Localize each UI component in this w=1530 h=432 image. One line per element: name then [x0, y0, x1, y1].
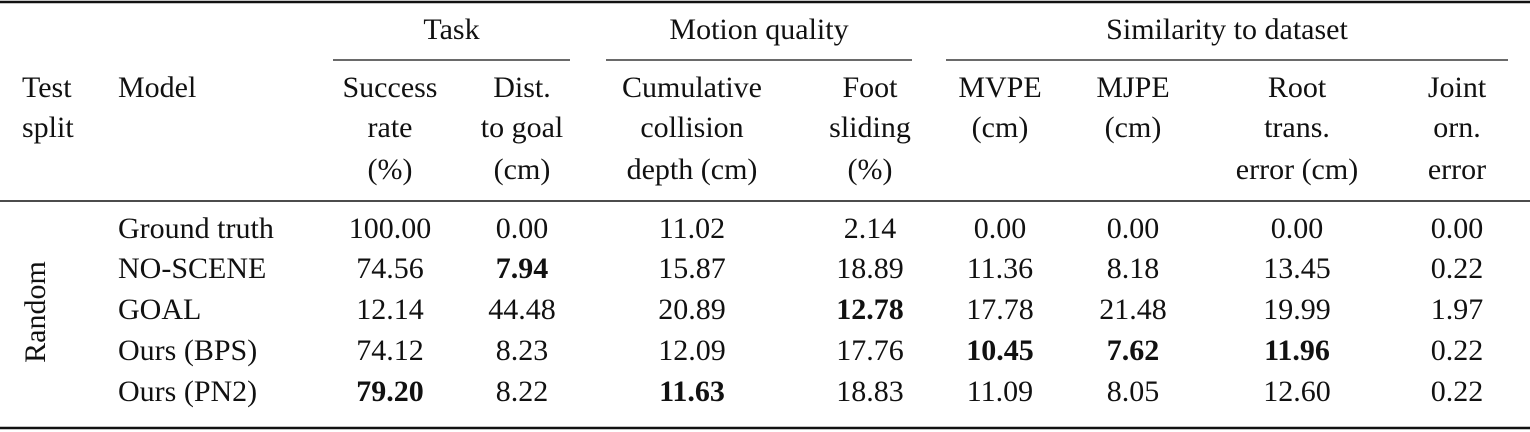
cell: 0.00 — [1431, 212, 1484, 245]
column-header: Model — [118, 71, 196, 104]
cell: 19.99 — [1263, 293, 1331, 326]
cell: 17.76 — [836, 334, 904, 367]
column-header: Joint — [1428, 71, 1487, 104]
column-header: Success — [343, 71, 438, 104]
cell: 0.00 — [496, 212, 549, 245]
cell: 0.00 — [1107, 212, 1160, 245]
column-header: (cm) — [1105, 111, 1162, 144]
model-name: GOAL — [118, 293, 201, 326]
column-header: to goal — [481, 111, 564, 144]
group-header: Task — [423, 13, 479, 46]
cell: 11.36 — [967, 252, 1033, 285]
cell: 12.60 — [1263, 375, 1331, 408]
cell: 21.48 — [1099, 293, 1167, 326]
column-header: (cm) — [494, 153, 551, 186]
column-header: Dist. — [493, 71, 551, 104]
cell: 18.89 — [836, 252, 904, 285]
column-header: trans. — [1264, 111, 1330, 144]
column-header: orn. — [1433, 111, 1481, 144]
cell: 0.00 — [1271, 212, 1324, 245]
cell: 12.09 — [658, 334, 726, 367]
cell: 18.83 — [836, 375, 904, 408]
cell: 0.00 — [974, 212, 1027, 245]
cell: 13.45 — [1263, 252, 1331, 285]
cell: 10.45 — [966, 334, 1034, 367]
cell: 7.62 — [1107, 334, 1160, 367]
cell: 8.23 — [496, 334, 549, 367]
cell: 74.56 — [356, 252, 424, 285]
group-header: Similarity to dataset — [1106, 13, 1348, 46]
column-header: (%) — [368, 153, 413, 186]
column-header: MVPE — [958, 71, 1041, 104]
model-name: NO-SCENE — [118, 252, 266, 285]
cell: 11.02 — [659, 212, 725, 245]
column-header: Foot — [842, 71, 898, 104]
column-header: sliding — [829, 111, 911, 144]
column-header: depth (cm) — [627, 153, 758, 186]
column-header: Root — [1268, 71, 1327, 104]
column-header: MJPE — [1096, 71, 1169, 104]
cell: 74.12 — [356, 334, 424, 367]
column-header: (cm) — [972, 111, 1029, 144]
cell: 15.87 — [658, 252, 726, 285]
cell: 100.00 — [349, 212, 432, 245]
cell: 17.78 — [966, 293, 1034, 326]
cell: 12.14 — [356, 293, 424, 326]
column-header: error (cm) — [1236, 153, 1358, 186]
cell: 0.22 — [1431, 375, 1484, 408]
cell: 1.97 — [1431, 293, 1484, 326]
cell: 8.22 — [496, 375, 549, 408]
cell: 11.96 — [1264, 334, 1330, 367]
cell: 2.14 — [844, 212, 897, 245]
cell: 79.20 — [356, 375, 424, 408]
cell: 12.78 — [836, 293, 904, 326]
cell: 7.94 — [496, 252, 549, 285]
cell: 20.89 — [658, 293, 726, 326]
model-name: Ours (BPS) — [118, 334, 257, 367]
column-header: error — [1428, 153, 1486, 186]
split-label: Random — [19, 261, 52, 363]
model-name: Ground truth — [118, 212, 274, 245]
cell: 44.48 — [488, 293, 556, 326]
cell: 8.18 — [1107, 252, 1160, 285]
column-header: rate — [368, 111, 413, 144]
cell: 0.22 — [1431, 252, 1484, 285]
cell: 0.22 — [1431, 334, 1484, 367]
column-header: Test — [22, 71, 72, 104]
cell: 8.05 — [1107, 375, 1160, 408]
cell: 11.63 — [659, 375, 725, 408]
column-header: Cumulative — [622, 71, 762, 104]
model-name: Ours (PN2) — [118, 375, 257, 408]
group-header: Motion quality — [669, 13, 848, 46]
column-header: (%) — [848, 153, 893, 186]
column-header: collision — [640, 111, 743, 144]
column-header: split — [22, 111, 74, 144]
cell: 11.09 — [967, 375, 1033, 408]
